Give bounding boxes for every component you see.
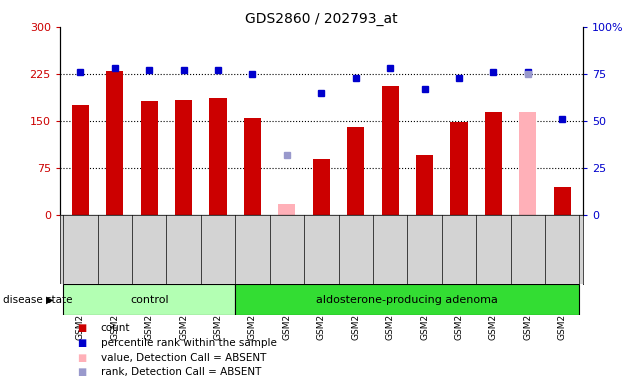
Text: disease state: disease state bbox=[3, 295, 72, 305]
Bar bbox=[106, 71, 123, 215]
Bar bbox=[519, 112, 536, 215]
Bar bbox=[312, 159, 330, 215]
Bar bbox=[416, 156, 433, 215]
Bar bbox=[63, 284, 235, 315]
Bar bbox=[175, 100, 192, 215]
Text: ■: ■ bbox=[77, 353, 86, 362]
Bar bbox=[278, 204, 295, 215]
Text: percentile rank within the sample: percentile rank within the sample bbox=[101, 338, 277, 348]
Bar bbox=[244, 118, 261, 215]
Title: GDS2860 / 202793_at: GDS2860 / 202793_at bbox=[245, 12, 398, 26]
Bar bbox=[484, 112, 502, 215]
Text: ■: ■ bbox=[77, 367, 86, 377]
Text: rank, Detection Call = ABSENT: rank, Detection Call = ABSENT bbox=[101, 367, 261, 377]
Text: value, Detection Call = ABSENT: value, Detection Call = ABSENT bbox=[101, 353, 266, 362]
Bar bbox=[235, 284, 580, 315]
Bar bbox=[72, 105, 89, 215]
Text: count: count bbox=[101, 323, 130, 333]
Bar bbox=[554, 187, 571, 215]
Text: aldosterone-producing adenoma: aldosterone-producing adenoma bbox=[316, 295, 498, 305]
Text: ■: ■ bbox=[77, 338, 86, 348]
Text: ■: ■ bbox=[77, 323, 86, 333]
Bar bbox=[210, 98, 227, 215]
Bar bbox=[140, 101, 158, 215]
Bar bbox=[450, 122, 467, 215]
Bar bbox=[347, 127, 364, 215]
Text: control: control bbox=[130, 295, 169, 305]
Bar bbox=[382, 86, 399, 215]
Text: ▶: ▶ bbox=[46, 295, 54, 305]
